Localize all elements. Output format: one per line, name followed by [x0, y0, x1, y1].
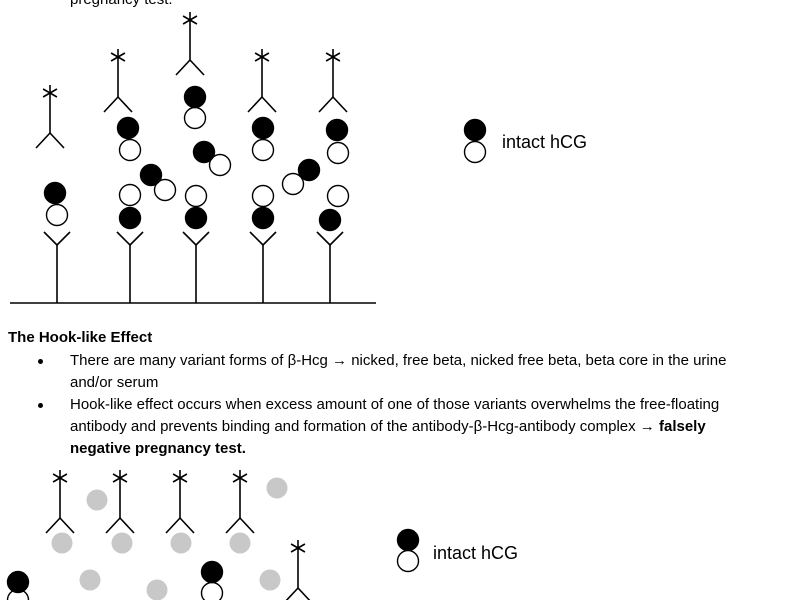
- stroke: [43, 231, 58, 246]
- black-circle: [325, 118, 349, 142]
- bullet-list: There are many variant forms of β-Hcg → …: [0, 350, 760, 460]
- stroke: [318, 96, 334, 113]
- white-circle: [326, 141, 350, 165]
- bullet: There are many variant forms of β-Hcg → …: [38, 350, 760, 394]
- black-circle: [396, 528, 420, 552]
- stroke: [49, 132, 65, 149]
- stroke: [297, 587, 311, 600]
- stroke: [290, 543, 306, 553]
- legend-label: intact hCG: [433, 543, 518, 563]
- bullet-emphasis: falsely negative pregnancy test.: [70, 418, 706, 457]
- black-circle: [251, 206, 275, 230]
- gray-circle: [266, 477, 288, 499]
- black-circle: [318, 208, 342, 232]
- stroke: [112, 473, 128, 483]
- stroke: [179, 517, 195, 534]
- white-circle: [251, 184, 275, 208]
- gray-circle: [79, 569, 101, 591]
- stroke: [182, 231, 197, 246]
- stroke: [42, 88, 58, 98]
- stroke: [254, 52, 270, 62]
- stroke: [35, 132, 51, 149]
- black-circle: [118, 206, 142, 230]
- stroke: [189, 59, 205, 76]
- stroke: [332, 96, 348, 113]
- stroke: [182, 15, 198, 25]
- stroke: [45, 517, 61, 534]
- black-circle: [116, 116, 140, 140]
- white-circle: [183, 106, 207, 130]
- gray-circle: [229, 532, 251, 554]
- stroke: [285, 587, 299, 600]
- black-circle: [297, 158, 321, 182]
- stroke: [119, 517, 135, 534]
- legend-label: intact hCG: [502, 132, 587, 152]
- gray-circle: [86, 489, 108, 511]
- white-circle: [118, 183, 142, 207]
- stroke: [262, 231, 277, 246]
- gray-circle: [259, 569, 281, 591]
- white-circle: [281, 172, 305, 196]
- white-circle: [200, 581, 224, 600]
- stroke: [129, 231, 144, 246]
- stroke: [103, 96, 119, 113]
- cut-text: pregnancy test.: [70, 0, 173, 8]
- stroke: [116, 231, 131, 246]
- stroke: [165, 517, 181, 534]
- stroke: [225, 517, 241, 534]
- black-circle: [251, 116, 275, 140]
- stroke: [117, 96, 133, 113]
- black-circle: [200, 560, 224, 584]
- stroke: [172, 473, 188, 483]
- gray-circle: [111, 532, 133, 554]
- bullet: Hook-like effect occurs when excess amou…: [38, 394, 760, 460]
- stroke: [195, 231, 210, 246]
- white-circle: [118, 138, 142, 162]
- black-circle: [139, 163, 163, 187]
- stroke: [105, 517, 121, 534]
- gray-circle: [51, 532, 73, 554]
- stroke: [316, 231, 331, 246]
- white-circle: [463, 140, 487, 164]
- white-circle: [251, 138, 275, 162]
- black-circle: [192, 140, 216, 164]
- gray-circle: [146, 579, 168, 600]
- stroke: [110, 52, 126, 62]
- black-circle: [43, 181, 67, 205]
- gray-circle: [170, 532, 192, 554]
- bullet-text: There are many variant forms of β-Hcg → …: [70, 352, 727, 391]
- stroke: [325, 52, 341, 62]
- stroke: [56, 231, 71, 246]
- stroke: [261, 96, 277, 113]
- stroke: [329, 231, 344, 246]
- stroke: [59, 517, 75, 534]
- white-circle: [153, 178, 177, 202]
- white-circle: [396, 549, 420, 573]
- white-circle: [326, 184, 350, 208]
- black-circle: [6, 570, 30, 594]
- stroke: [175, 59, 191, 76]
- stroke: [232, 473, 248, 483]
- hook-figure-top: [10, 12, 487, 304]
- stroke: [249, 231, 264, 246]
- section-heading: The Hook-like Effect: [8, 329, 153, 346]
- stroke: [239, 517, 255, 534]
- black-circle: [463, 118, 487, 142]
- white-circle: [184, 184, 208, 208]
- hook-figure-bottom: [6, 470, 420, 600]
- white-circle: [45, 203, 69, 227]
- stroke: [52, 473, 68, 483]
- black-circle: [183, 85, 207, 109]
- black-circle: [184, 206, 208, 230]
- stroke: [247, 96, 263, 113]
- white-circle: [208, 153, 232, 177]
- bullet-text: Hook-like effect occurs when excess amou…: [70, 396, 720, 435]
